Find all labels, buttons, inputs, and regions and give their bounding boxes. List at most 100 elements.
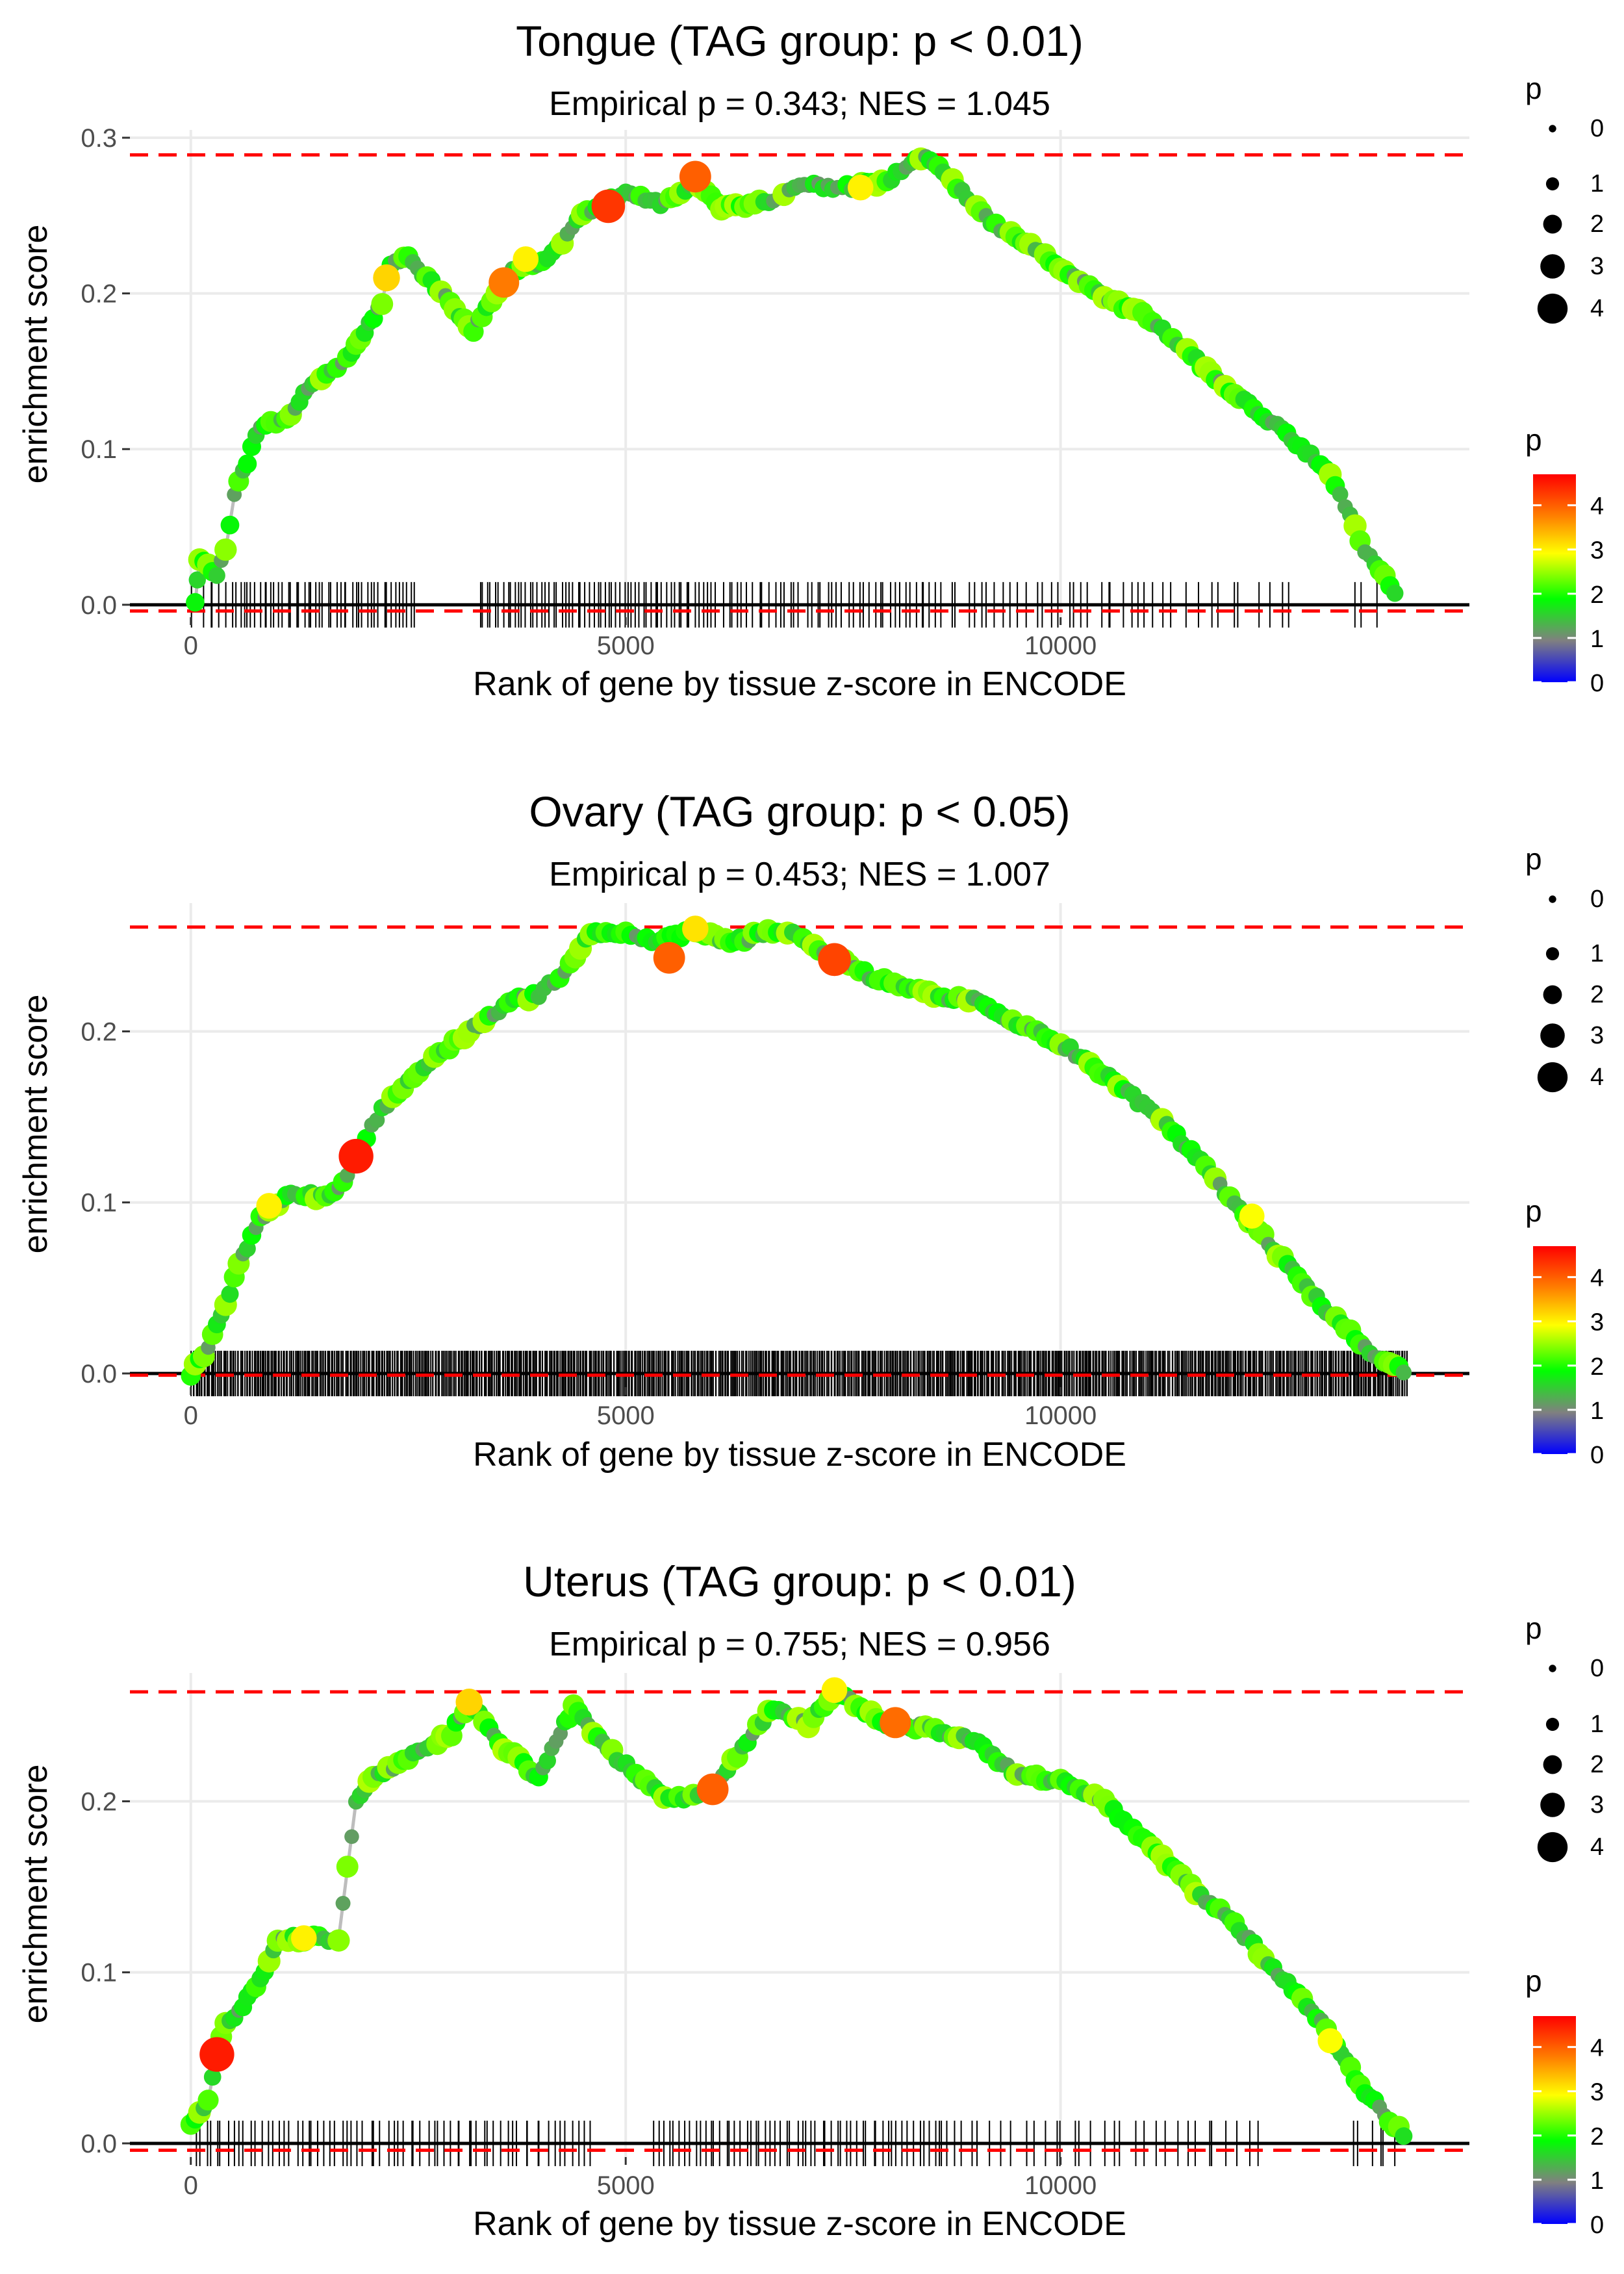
chart-title: Ovary (TAG group: p < 0.05) <box>529 787 1070 836</box>
data-point <box>214 538 237 561</box>
size-key-label: 4 <box>1590 1833 1604 1861</box>
x-tick-label: 10000 <box>1024 632 1097 660</box>
y-tick-label: 0.0 <box>81 1360 117 1388</box>
y-axis-title: enrichment score <box>17 1765 55 2024</box>
size-key-dot <box>1543 985 1562 1004</box>
legend-size: p 0 1 2 3 4 <box>1525 1611 1604 1863</box>
legend-size: p 0 1 2 3 4 <box>1525 842 1604 1093</box>
size-key-label: 0 <box>1590 886 1604 913</box>
y-tick-label: 0.0 <box>81 2130 117 2158</box>
highlight-point <box>653 941 685 974</box>
highlight-point <box>338 1138 374 1174</box>
plot-area <box>130 1673 1469 2166</box>
legend-size-title: p <box>1525 1611 1542 1645</box>
colorbar-label: 0 <box>1590 670 1604 697</box>
size-key-label: 4 <box>1590 295 1604 322</box>
highlight-point <box>847 174 874 201</box>
chart-title: Uterus (TAG group: p < 0.01) <box>523 1557 1076 1605</box>
x-axis-title: Rank of gene by tissue z-score in ENCODE <box>473 1436 1126 1474</box>
colorbar-label: 4 <box>1590 1265 1604 1292</box>
data-point <box>221 1285 239 1303</box>
data-points <box>186 147 1404 612</box>
colorbar-label: 3 <box>1590 2079 1604 2106</box>
size-key-dot <box>1540 1793 1565 1817</box>
y-axis-title: enrichment score <box>17 995 55 1254</box>
colorbar <box>1533 1246 1576 1454</box>
highlight-point <box>880 1707 911 1739</box>
data-point <box>344 1829 359 1845</box>
data-point <box>371 293 394 315</box>
data-point <box>1395 2127 1413 2145</box>
size-key-dot <box>1537 1832 1568 1863</box>
highlight-point <box>696 1773 729 1806</box>
size-key-label: 4 <box>1590 1064 1604 1091</box>
data-point <box>539 1752 556 1770</box>
size-key-dot <box>1543 1755 1562 1774</box>
panel-tongue: Tongue (TAG group: p < 0.01) Empirical p… <box>17 17 1604 703</box>
panel-uterus: Uterus (TAG group: p < 0.01) Empirical p… <box>17 1557 1604 2243</box>
plot-area <box>130 130 1469 628</box>
y-axis-ticks: 0.0 0.1 0.2 0.3 <box>81 124 130 620</box>
size-key-dot <box>1537 1062 1568 1093</box>
panel-ovary: Ovary (TAG group: p < 0.05) Empirical p … <box>17 787 1604 1474</box>
size-key-dot <box>1540 254 1565 279</box>
colorbar <box>1533 474 1576 682</box>
y-tick-label: 0.1 <box>81 1959 117 1987</box>
highlight-point <box>290 1925 317 1951</box>
x-tick-label: 5000 <box>597 632 655 660</box>
size-key-dot <box>1549 125 1556 133</box>
enrichment-path <box>189 926 1410 1375</box>
y-tick-label: 0.2 <box>81 1017 117 1046</box>
highlight-point <box>682 915 709 942</box>
y-axis-ticks: 0.0 0.1 0.2 <box>81 1787 130 2158</box>
legend-size-title: p <box>1525 71 1542 105</box>
data-point <box>335 1895 351 1911</box>
x-tick-label: 5000 <box>597 1401 655 1430</box>
size-key-dot <box>1537 293 1568 324</box>
size-key-label: 3 <box>1590 1791 1604 1819</box>
legend-color: p 0 1 2 3 4 <box>1525 1964 1604 2239</box>
y-tick-label: 0.2 <box>81 280 117 309</box>
highlight-point <box>821 1677 848 1704</box>
highlight-point <box>256 1193 283 1219</box>
y-axis-title: enrichment score <box>17 225 55 484</box>
plot-area <box>130 903 1469 1396</box>
size-key-dot <box>1540 1023 1565 1048</box>
y-axis-ticks: 0.0 0.1 0.2 <box>81 1017 130 1388</box>
highlight-point <box>455 1689 483 1716</box>
size-key-label: 2 <box>1590 211 1604 238</box>
x-tick-label: 10000 <box>1024 2171 1097 2200</box>
data-point <box>220 515 240 535</box>
highlight-point <box>373 264 400 292</box>
x-tick-label: 0 <box>184 632 198 660</box>
colorbar-label: 4 <box>1590 493 1604 520</box>
x-axis-title: Rank of gene by tissue z-score in ENCODE <box>473 2205 1126 2243</box>
x-tick-label: 5000 <box>597 2171 655 2200</box>
legend-color-title: p <box>1525 1194 1542 1228</box>
size-key-dot <box>1549 1665 1556 1672</box>
size-key-dot <box>1545 177 1560 191</box>
size-key-label: 1 <box>1590 940 1604 967</box>
colorbar <box>1533 2016 1576 2224</box>
highlight-point <box>679 160 711 193</box>
data-point <box>1386 584 1404 602</box>
data-point <box>208 567 225 584</box>
data-points <box>180 1677 1413 2145</box>
size-key-dot <box>1545 947 1560 961</box>
size-key-label: 2 <box>1590 1751 1604 1778</box>
colorbar-label: 3 <box>1590 1309 1604 1336</box>
size-key-label: 1 <box>1590 170 1604 198</box>
size-key-dot <box>1543 214 1562 234</box>
chart-title: Tongue (TAG group: p < 0.01) <box>516 17 1084 65</box>
size-key-label: 3 <box>1590 253 1604 280</box>
data-point <box>1395 1364 1412 1381</box>
colorbar-label: 3 <box>1590 537 1604 565</box>
gridlines <box>130 1673 1469 2157</box>
highlight-point <box>1317 2028 1343 2054</box>
data-point <box>197 2089 219 2111</box>
x-axis-ticks: 0 5000 10000 <box>184 2157 1097 2200</box>
size-key-label: 0 <box>1590 115 1604 142</box>
chart-subtitle: Empirical p = 0.755; NES = 0.956 <box>549 1626 1050 1663</box>
size-key-label: 1 <box>1590 1711 1604 1738</box>
